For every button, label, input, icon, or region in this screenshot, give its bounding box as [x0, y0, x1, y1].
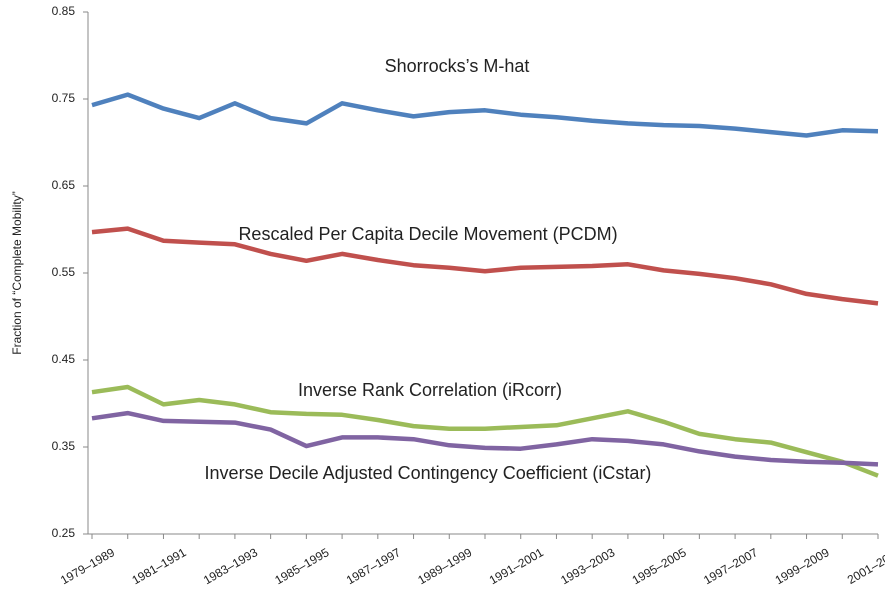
series-label: Rescaled Per Capita Decile Movement (PCD… [238, 224, 617, 244]
y-tick-label: 0.45 [52, 352, 76, 366]
series-line [91, 226, 879, 306]
y-tick-label: 0.75 [52, 91, 76, 105]
x-tick-label: 1981–1991 [130, 545, 189, 587]
x-tick-label: 1987–1997 [344, 545, 403, 587]
series-label: Shorrocks’s M-hat [385, 56, 530, 76]
series-label: Inverse Rank Correlation (iRcorr) [298, 380, 562, 400]
x-tick-label: 1995–2005 [630, 545, 689, 587]
series-line [91, 410, 879, 467]
x-tick-label: 1983–1993 [201, 545, 260, 587]
y-tick-label: 0.65 [52, 178, 76, 192]
x-tick-label: 1991–2001 [487, 545, 546, 587]
y-axis-label: Fraction of “Complete Mobility” [10, 191, 24, 354]
x-tick-label: 2001–2011 [845, 545, 885, 587]
x-tick-label: 1999–2009 [773, 545, 832, 587]
y-tick-label: 0.55 [52, 265, 76, 279]
y-tick-label: 0.25 [52, 526, 76, 540]
y-tick-label: 0.35 [52, 439, 76, 453]
x-tick-label: 1989–1999 [415, 545, 474, 587]
y-tick-label: 0.85 [52, 4, 76, 18]
x-tick-label: 1979–1989 [58, 545, 117, 587]
series-line [91, 384, 879, 478]
series-line [91, 92, 879, 138]
x-tick-label: 1997–2007 [701, 545, 760, 587]
x-tick-label: 1993–2003 [558, 545, 617, 587]
series-label: Inverse Decile Adjusted Contingency Coef… [205, 463, 652, 483]
x-tick-label: 1985–1995 [272, 545, 331, 587]
